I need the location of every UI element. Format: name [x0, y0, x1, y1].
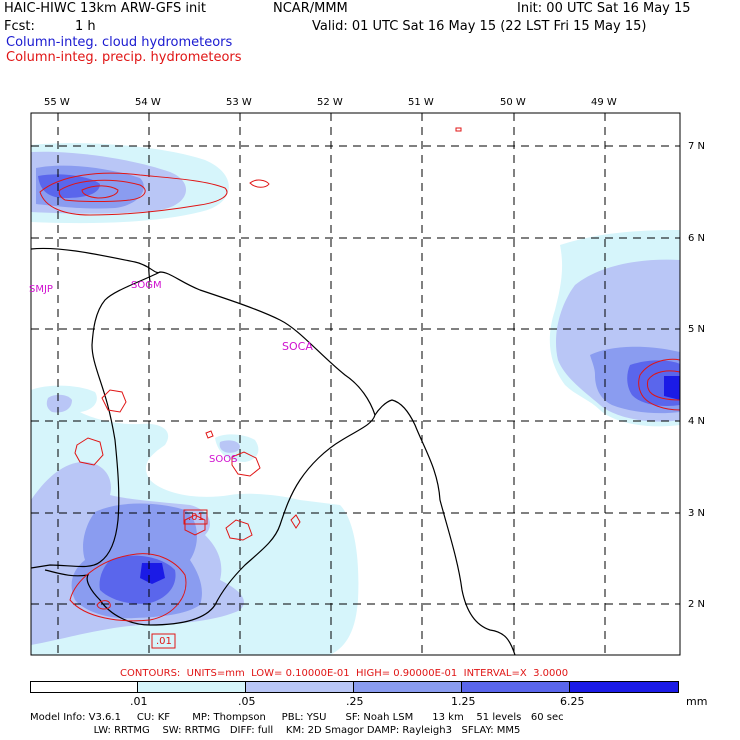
station-label: SOGM	[131, 280, 162, 291]
model-info-line-2: LW: RRTMG SW: RRTMG DIFF: full KM: 2D Sm…	[30, 725, 521, 736]
lon-label: 52 W	[317, 97, 343, 108]
station-label: SOOS	[209, 454, 238, 465]
station-label: SMJP	[29, 284, 53, 295]
precip-field-title: Column-integ. precip. hydrometeors	[6, 50, 242, 65]
lat-label: 6 N	[688, 233, 706, 244]
organization-label: NCAR/MMM	[273, 1, 348, 16]
colorbar-label: 6.25	[560, 695, 585, 708]
forecast-label: Fcst:	[4, 19, 35, 34]
axis-ticks	[57, 113, 680, 605]
contour-info: CONTOURS: UNITS=mm LOW= 0.10000E-01 HIGH…	[120, 668, 569, 679]
lat-lon-grid	[31, 113, 680, 655]
model-info-line-1: Model Info: V3.6.1 CU: KF MP: Thompson P…	[30, 712, 564, 723]
forecast-hour: 1 h	[75, 19, 96, 34]
lon-label: 54 W	[135, 97, 161, 108]
lon-label: 49 W	[591, 97, 617, 108]
lat-label: 2 N	[688, 599, 706, 610]
colorbar-label: .01	[130, 695, 148, 708]
contour-label: .01	[188, 512, 204, 523]
colorbar-label: 1.25	[451, 695, 476, 708]
lon-label: 50 W	[500, 97, 526, 108]
cloud-field-title: Column-integ. cloud hydrometeors	[6, 35, 233, 50]
lat-label: 7 N	[688, 141, 706, 152]
lat-label: 5 N	[688, 324, 706, 335]
station-label: SOCA	[282, 340, 313, 353]
lon-label: 51 W	[408, 97, 434, 108]
colorbar-label: .05	[238, 695, 256, 708]
coastline	[31, 247, 516, 655]
init-time: Init: 00 UTC Sat 16 May 15	[517, 1, 691, 16]
contour-label: .01	[156, 636, 172, 647]
lat-label: 4 N	[688, 416, 706, 427]
colorbar-label: .25	[346, 695, 364, 708]
precip-contours	[39, 127, 681, 622]
colorbar-unit: mm	[686, 695, 708, 708]
lon-label: 55 W	[44, 97, 70, 108]
cloud-shading	[31, 143, 680, 655]
lon-label: 53 W	[226, 97, 252, 108]
lat-label: 3 N	[688, 508, 706, 519]
map-title: HAIC-HIWC 13km ARW-GFS init	[4, 1, 206, 16]
valid-time: Valid: 01 UTC Sat 16 May 15 (22 LST Fri …	[312, 19, 647, 34]
